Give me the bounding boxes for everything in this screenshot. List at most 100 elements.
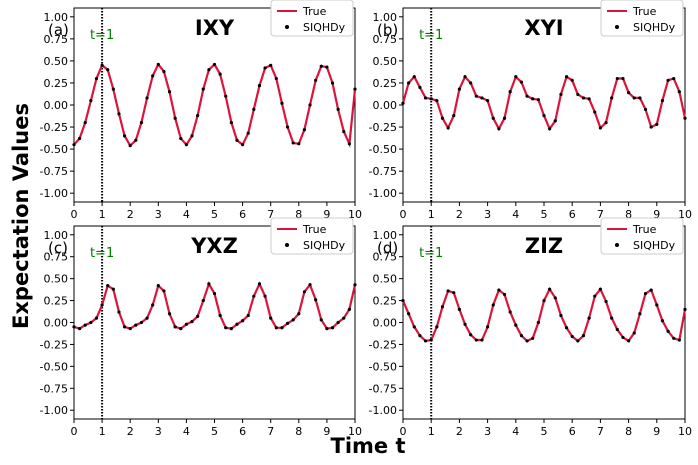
x-tick-label: 1 [428, 208, 435, 221]
x-tick-label: 4 [183, 208, 190, 221]
series-siqhdy-point [401, 298, 405, 303]
series-siqhdy-point [252, 294, 256, 298]
panel-title: XYI [524, 16, 563, 40]
series-siqhdy-point [655, 303, 659, 307]
series-siqhdy-point [111, 87, 115, 91]
series-siqhdy-point [314, 298, 318, 302]
series-siqhdy-point [418, 334, 422, 338]
series-siqhdy-point [190, 134, 194, 138]
y-tick-label: -0.50 [369, 143, 397, 156]
y-tick-label: -0.50 [40, 143, 68, 156]
y-tick-label: 0.25 [373, 295, 398, 308]
series-siqhdy-point [285, 321, 290, 325]
series-siqhdy-point [593, 110, 597, 114]
series-siqhdy-point [672, 336, 676, 340]
series-siqhdy-point [677, 338, 681, 342]
y-tick-label: -0.25 [40, 338, 68, 351]
x-tick-label: 8 [625, 425, 632, 438]
y-tick-label: 0.75 [44, 33, 69, 46]
series-siqhdy-point [497, 127, 501, 131]
y-tick-label: 0.50 [44, 273, 69, 286]
series-siqhdy-point [435, 98, 439, 103]
series-siqhdy-point [660, 319, 665, 323]
series-siqhdy-point [604, 299, 608, 304]
series-siqhdy-point [297, 142, 301, 146]
x-tick-label: 9 [653, 425, 660, 438]
series-siqhdy-point [196, 314, 200, 318]
series-siqhdy-point [291, 318, 295, 322]
series-siqhdy-point [423, 96, 428, 100]
series-siqhdy-point [229, 121, 233, 125]
y-tick-label: 1.00 [44, 11, 69, 24]
series-siqhdy-point [111, 287, 115, 291]
series-siqhdy-point [330, 326, 335, 330]
series-siqhdy-point [330, 81, 335, 85]
y-tick-label: -1.00 [40, 404, 68, 417]
series-siqhdy-point [72, 325, 76, 329]
series-siqhdy-point [677, 90, 681, 94]
series-siqhdy-point [173, 116, 177, 120]
series-siqhdy-point [122, 134, 127, 138]
series-siqhdy-point [106, 284, 110, 288]
series-siqhdy-point [229, 327, 233, 331]
series-siqhdy-point [196, 113, 200, 118]
series-siqhdy-point [531, 97, 535, 101]
series-siqhdy-point [553, 296, 557, 300]
series-siqhdy-point [621, 335, 625, 340]
series-siqhdy-point [269, 316, 273, 320]
legend: True SIQHDy [600, 217, 684, 255]
series-siqhdy-point [212, 291, 217, 296]
y-tick-label: -0.50 [40, 360, 68, 373]
series-siqhdy-point [89, 320, 93, 325]
x-tick-label: 9 [323, 425, 330, 438]
y-tick-label: 0.75 [44, 251, 69, 264]
series-siqhdy-point [474, 94, 478, 98]
series-siqhdy-point [353, 283, 357, 287]
series-siqhdy-point [429, 338, 433, 342]
series-siqhdy-point [610, 96, 614, 100]
series-siqhdy-point [531, 336, 535, 340]
series-siqhdy-point [452, 113, 456, 118]
series-siqhdy-point [308, 103, 312, 107]
series-siqhdy-point [263, 294, 267, 298]
series-siqhdy-point [83, 121, 87, 125]
series-siqhdy-point [156, 62, 160, 67]
series-siqhdy-point [297, 312, 301, 316]
series-siqhdy-point [514, 323, 518, 327]
series-siqhdy-point [627, 339, 631, 343]
x-tick-label: 1 [428, 425, 435, 438]
series-siqhdy-point [542, 113, 546, 118]
x-tick-label: 5 [211, 208, 218, 221]
series-siqhdy-point [94, 76, 99, 81]
series-siqhdy-point [274, 76, 278, 81]
series-siqhdy-point [302, 290, 307, 294]
x-tick-label: 5 [541, 208, 548, 221]
x-tick-label: 5 [211, 425, 218, 438]
x-tick-label: 5 [541, 425, 548, 438]
series-siqhdy-point [655, 122, 659, 126]
series-siqhdy-point [252, 107, 256, 112]
x-tick-label: 10 [348, 425, 362, 438]
series-true-line [73, 62, 357, 148]
y-tick-label: -0.75 [40, 165, 68, 178]
x-tick-label: 2 [127, 208, 134, 221]
series-siqhdy-point [649, 125, 653, 129]
t1-label: t=1 [90, 28, 114, 43]
series-siqhdy-point [280, 101, 284, 105]
panel-letter: (b) [377, 21, 398, 39]
series-siqhdy-point [184, 322, 188, 326]
panel-title: YXZ [190, 234, 238, 258]
series-siqhdy-point [587, 316, 591, 320]
series-siqhdy-point [536, 320, 540, 325]
legend-box [270, 217, 354, 255]
legend-true-label: True [632, 5, 657, 18]
legend-box [270, 0, 354, 37]
series-siqhdy-point [660, 98, 665, 103]
series-siqhdy-point [407, 312, 411, 316]
x-tick-label: 0 [71, 208, 78, 221]
series-siqhdy-point [621, 76, 625, 81]
legend-siqhdy-swatch [285, 25, 289, 29]
t1-label: t=1 [419, 28, 443, 43]
series-siqhdy-point [593, 294, 597, 298]
series-siqhdy-point [508, 90, 512, 94]
